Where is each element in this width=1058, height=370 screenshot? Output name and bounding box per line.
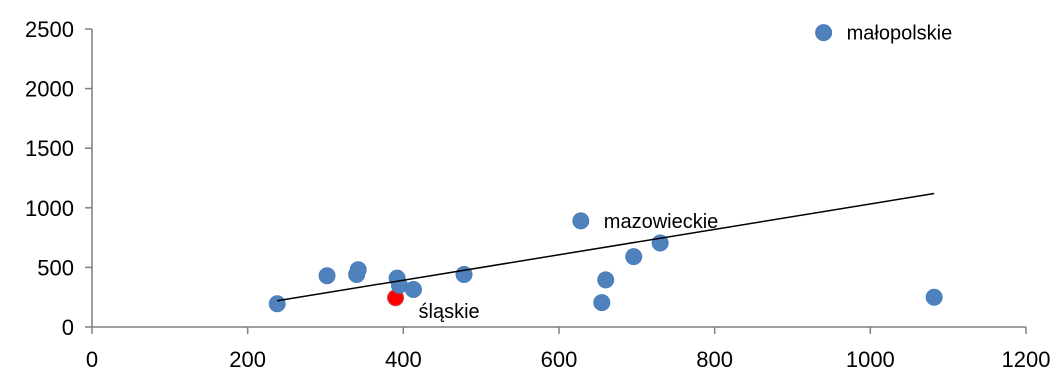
data-point <box>572 212 590 230</box>
x-tick-label: 600 <box>541 347 578 370</box>
data-point <box>593 294 611 312</box>
data-point <box>268 295 286 313</box>
data-points <box>268 24 943 313</box>
data-point <box>349 261 367 279</box>
data-point <box>597 271 615 289</box>
point-label: śląskie <box>419 301 480 323</box>
x-axis-ticks: 0 200 400 600 800 1000 1200 <box>86 327 1051 370</box>
y-axis-ticks: 0 500 1000 1500 2000 2500 <box>25 17 92 340</box>
y-tick-label: 0 <box>62 315 74 340</box>
y-tick-label: 500 <box>37 255 74 280</box>
x-tick-label: 1200 <box>1002 347 1051 370</box>
x-tick-label: 1000 <box>846 347 895 370</box>
data-point <box>404 280 422 298</box>
x-tick-label: 400 <box>385 347 422 370</box>
point-label: małopolskie <box>847 23 953 45</box>
data-point <box>318 267 336 285</box>
data-point <box>815 24 833 42</box>
point-labels: małopolskie mazowieckie śląskie <box>419 23 953 323</box>
x-tick-label: 200 <box>229 347 266 370</box>
x-tick-label: 0 <box>86 347 98 370</box>
point-label: mazowieckie <box>604 211 718 233</box>
data-point <box>625 248 643 266</box>
y-tick-label: 2500 <box>25 17 74 42</box>
y-tick-label: 1500 <box>25 136 74 161</box>
x-tick-label: 800 <box>696 347 733 370</box>
y-tick-label: 2000 <box>25 77 74 102</box>
trendline <box>277 192 935 302</box>
data-point <box>925 288 943 306</box>
y-tick-label: 1000 <box>25 196 74 221</box>
